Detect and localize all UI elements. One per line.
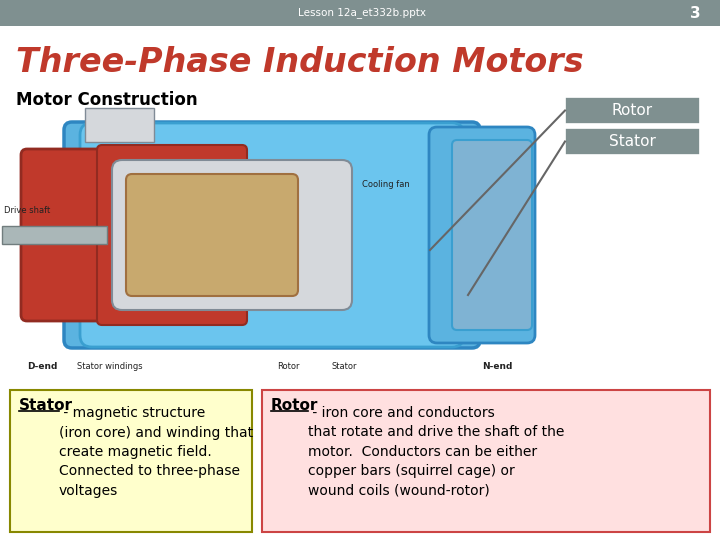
Text: Lesson 12a_et332b.pptx: Lesson 12a_et332b.pptx [298, 8, 426, 18]
Bar [565, 97, 700, 124]
Text: Terminal box: Terminal box [100, 110, 153, 119]
Bar [0, 0, 720, 26]
Text: Stator: Stator [332, 362, 358, 371]
FancyBboxPatch shape [126, 174, 298, 296]
Text: Rotor: Rotor [612, 103, 653, 118]
Bar [262, 390, 710, 532]
FancyBboxPatch shape [429, 127, 535, 343]
Bar [2, 226, 107, 244]
Text: Motor Construction: Motor Construction [16, 91, 197, 109]
Text: D-end: D-end [27, 362, 58, 371]
FancyBboxPatch shape [452, 140, 532, 330]
Text: Rotor: Rotor [277, 362, 300, 371]
Text: N-end: N-end [482, 362, 513, 371]
Bar [565, 128, 700, 155]
FancyBboxPatch shape [97, 145, 247, 325]
Text: Cooling fan: Cooling fan [362, 180, 410, 189]
Bar [10, 390, 252, 532]
FancyBboxPatch shape [80, 123, 464, 347]
FancyBboxPatch shape [21, 149, 105, 321]
Text: Stator windings: Stator windings [77, 362, 143, 371]
FancyBboxPatch shape [64, 122, 480, 348]
FancyBboxPatch shape [112, 160, 352, 310]
FancyBboxPatch shape [85, 108, 154, 142]
Text: Stator: Stator [19, 399, 73, 414]
Text: Rotor: Rotor [271, 399, 318, 414]
Text: - magnetic structure
(iron core) and winding that
create magnetic field.
Connect: - magnetic structure (iron core) and win… [59, 406, 253, 498]
Text: Drive shaft: Drive shaft [4, 206, 50, 215]
Text: Three-Phase Induction Motors: Three-Phase Induction Motors [16, 45, 584, 78]
Text: Stator: Stator [609, 134, 656, 149]
Text: - iron core and conductors
that rotate and drive the shaft of the
motor.  Conduc: - iron core and conductors that rotate a… [308, 406, 564, 498]
Text: 3: 3 [690, 5, 701, 21]
